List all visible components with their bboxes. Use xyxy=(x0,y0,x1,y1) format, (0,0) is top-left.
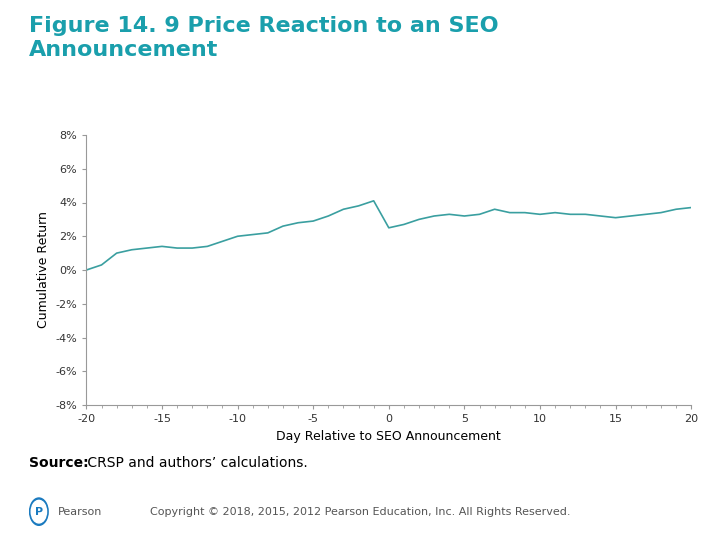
Circle shape xyxy=(30,498,48,525)
Text: Pearson: Pearson xyxy=(58,507,102,517)
Text: Source:: Source: xyxy=(29,456,89,470)
Text: Copyright © 2018, 2015, 2012 Pearson Education, Inc. All Rights Reserved.: Copyright © 2018, 2015, 2012 Pearson Edu… xyxy=(150,507,570,517)
Text: CRSP and authors’ calculations.: CRSP and authors’ calculations. xyxy=(83,456,307,470)
Circle shape xyxy=(31,501,47,523)
Text: P: P xyxy=(35,507,43,517)
Y-axis label: Cumulative Return: Cumulative Return xyxy=(37,212,50,328)
X-axis label: Day Relative to SEO Announcement: Day Relative to SEO Announcement xyxy=(276,430,501,443)
Text: Figure 14. 9 Price Reaction to an SEO
Announcement: Figure 14. 9 Price Reaction to an SEO An… xyxy=(29,16,498,60)
